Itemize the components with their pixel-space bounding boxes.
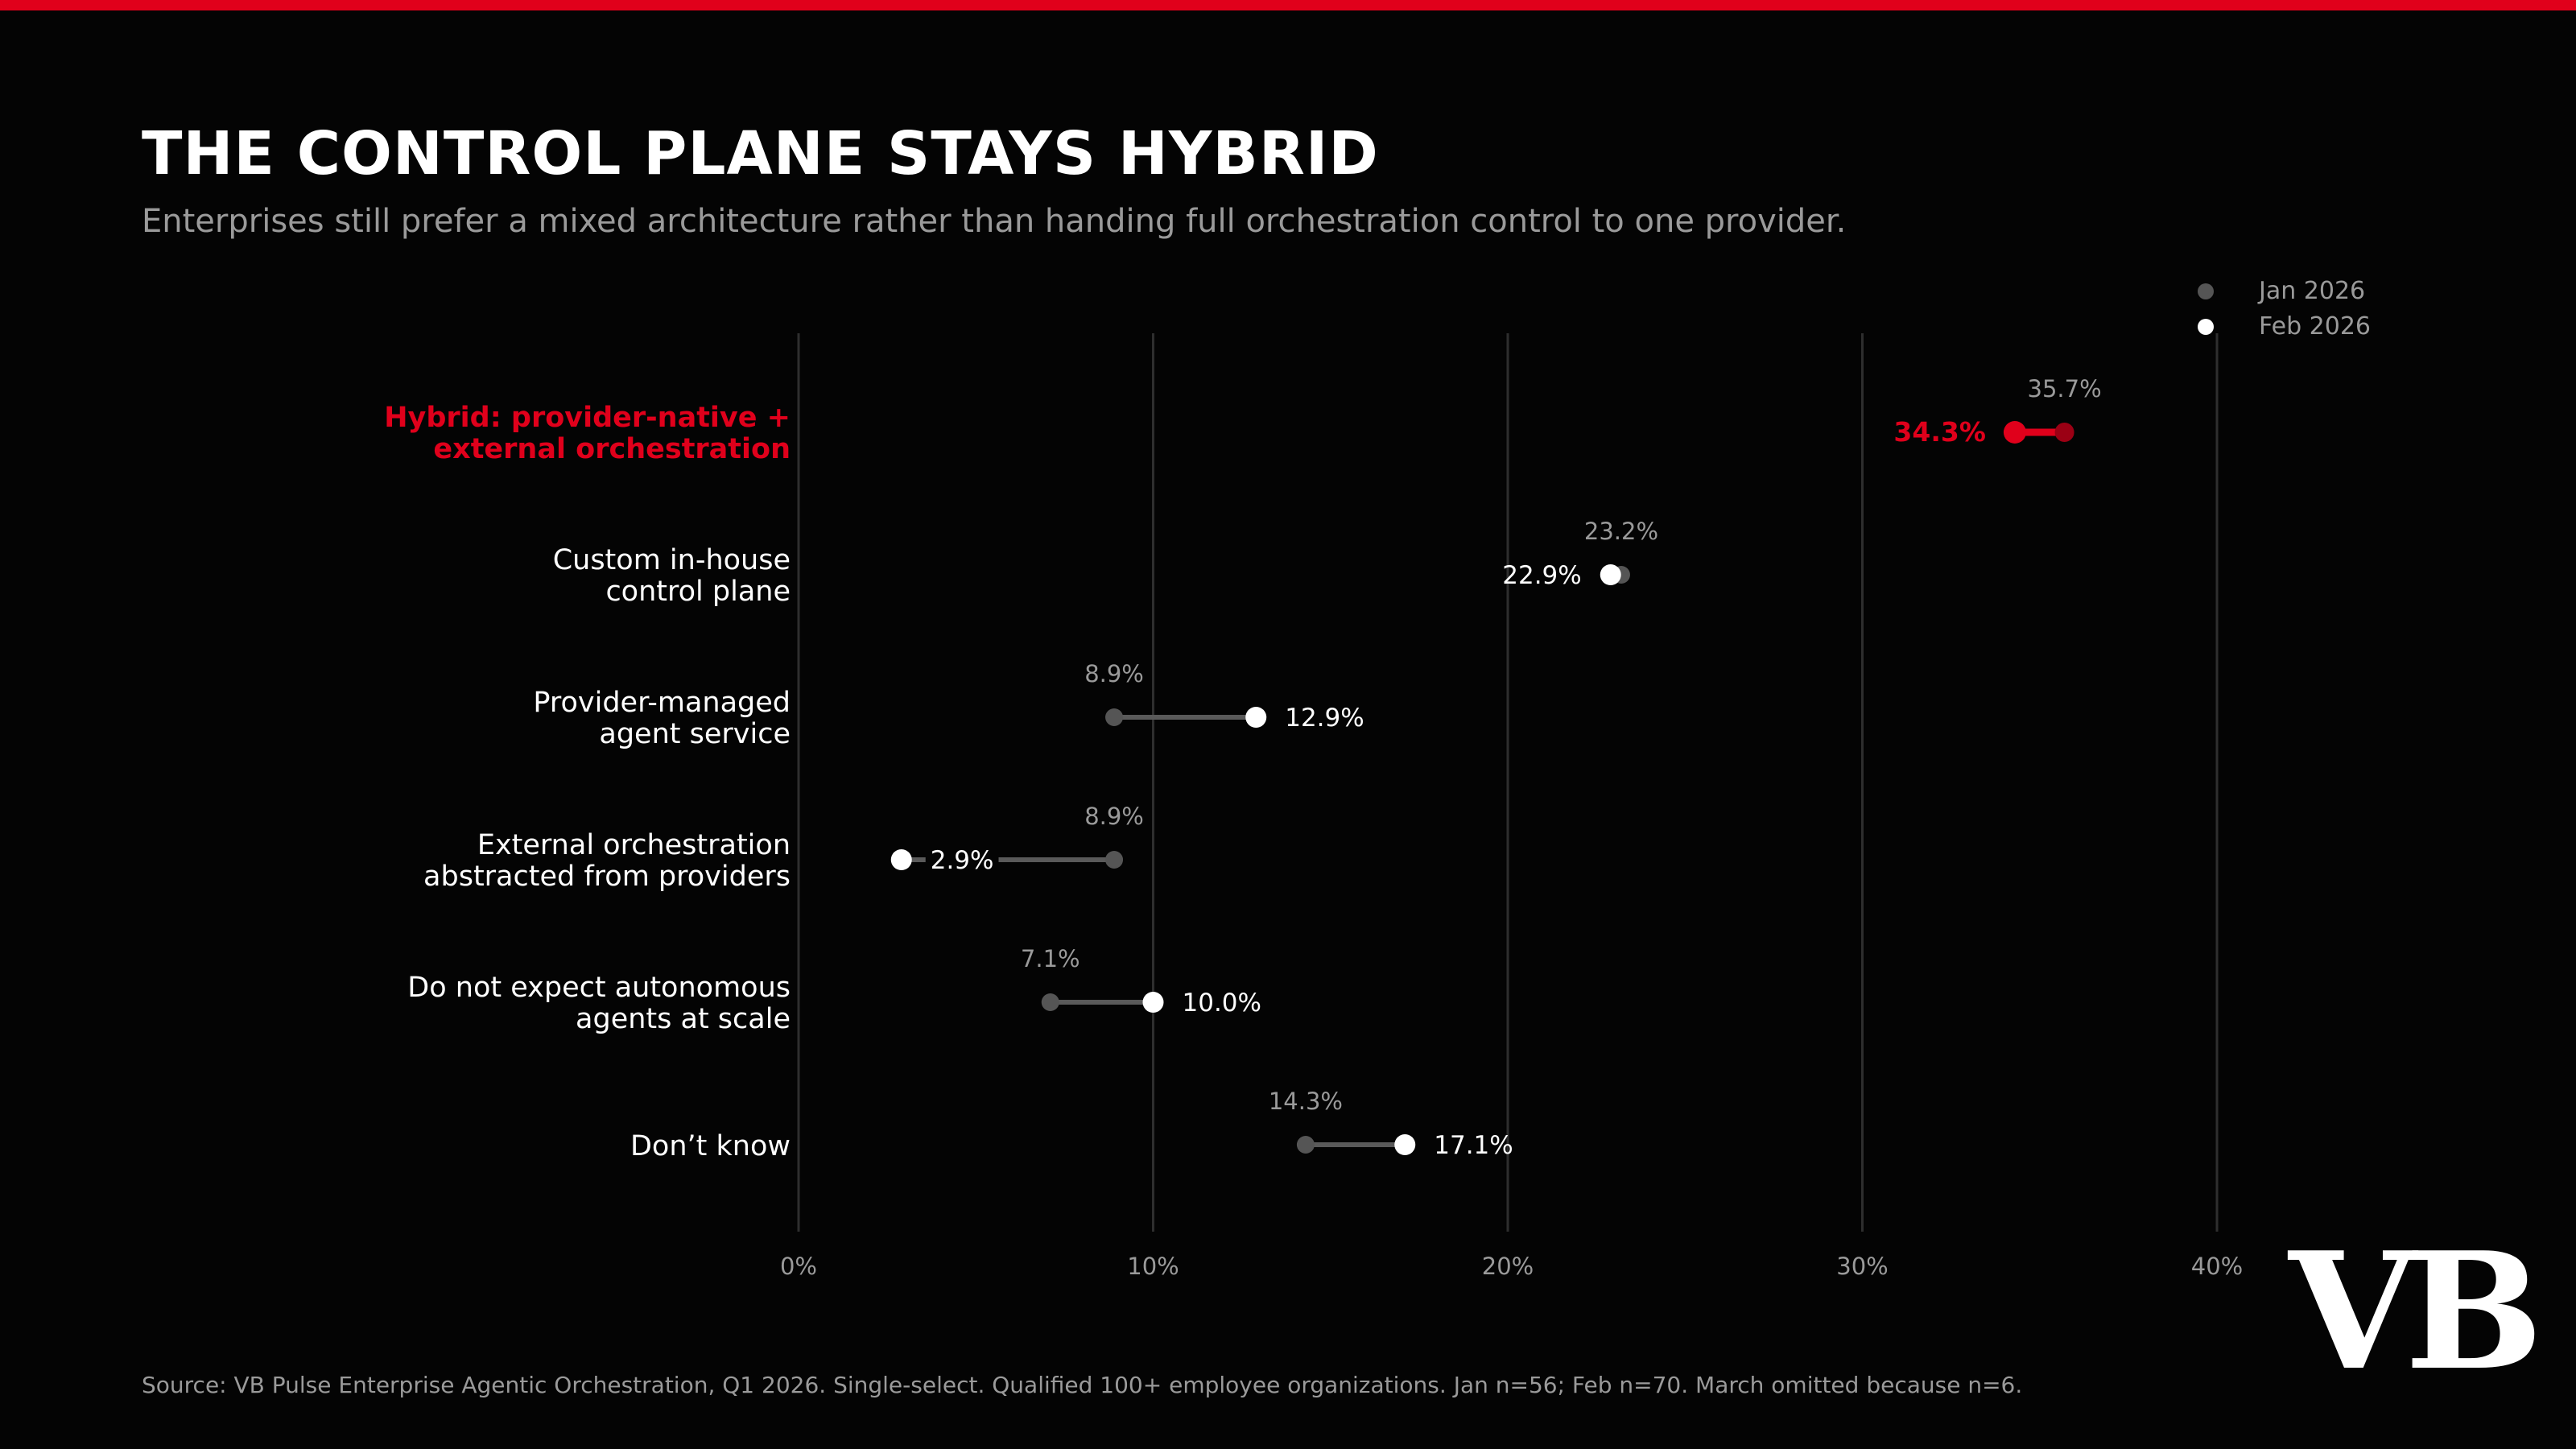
category-label-line: control plane <box>605 576 791 608</box>
chart-subtitle: Enterprises still prefer a mixed archite… <box>142 203 1847 240</box>
category-label-line: agents at scale <box>576 1003 791 1035</box>
feb-dot-row-0 <box>2003 421 2026 444</box>
feb-value-label-row-4: 10.0% <box>1183 989 1261 1018</box>
feb-dot-row-2 <box>1245 707 1267 728</box>
jan-dot-row-0 <box>2054 423 2074 442</box>
x-tick-label-20: 20% <box>1482 1253 1534 1280</box>
category-label-line: Provider-managed <box>533 687 791 719</box>
legend-swatch-feb <box>2198 319 2214 335</box>
category-label-row-1: Custom in-house control plane <box>553 545 791 608</box>
jan-dot-row-2 <box>1105 708 1124 726</box>
jan-value-label-row-1: 23.2% <box>1584 518 1658 545</box>
jan-value-label-row-2: 8.9% <box>1084 660 1144 687</box>
x-tick-label-40: 40% <box>2191 1253 2243 1280</box>
x-tick-label-0: 0% <box>780 1253 817 1280</box>
jan-dot-row-4 <box>1041 993 1059 1011</box>
jan-value-label-row-3: 8.9% <box>1084 803 1144 830</box>
jan-value-label-row-0: 35.7% <box>2028 375 2102 402</box>
feb-value-label-row-1: 22.9% <box>1502 561 1581 590</box>
category-label-row-2: Provider-managed agent service <box>533 687 791 750</box>
feb-value-label-row-2: 12.9% <box>1285 704 1364 733</box>
vb-logo: VB <box>2289 1217 2543 1406</box>
category-label-row-4: Do not expect autonomous agents at scale <box>407 972 791 1035</box>
feb-value-label-row-3: 2.9% <box>931 846 994 875</box>
feb-value-label-row-5: 17.1% <box>1434 1131 1513 1160</box>
top-accent-bar <box>0 0 2576 10</box>
category-label-line: Don’t know <box>630 1129 791 1162</box>
feb-value-label-row-0: 34.3% <box>1893 416 1986 448</box>
category-label-line: External orchestration <box>477 829 791 861</box>
category-label-line: Hybrid: provider-native + <box>384 402 791 434</box>
category-label-line: Do not expect autonomous <box>407 972 791 1004</box>
x-tick-label-10: 10% <box>1127 1253 1179 1280</box>
feb-dot-row-4 <box>1142 992 1164 1013</box>
legend-swatch-jan <box>2198 283 2214 299</box>
feb-dot-row-3 <box>890 849 912 870</box>
category-label-line: external orchestration <box>433 433 791 465</box>
jan-dot-row-3 <box>1105 851 1124 869</box>
category-label-row-0: Hybrid: provider-native + external orches… <box>384 402 791 465</box>
legend-label-jan: Jan 2026 <box>2259 277 2366 305</box>
source-note: Source: VB Pulse Enterprise Agentic Orch… <box>142 1372 2023 1398</box>
jan-value-label-row-5: 14.3% <box>1269 1088 1343 1115</box>
category-label-line: abstracted from providers <box>423 861 791 893</box>
feb-value-label-bg-row-3 <box>925 844 999 877</box>
jan-value-label-row-4: 7.1% <box>1021 945 1080 972</box>
category-label-row-5: Don’t know <box>630 1129 791 1162</box>
feb-dot-row-5 <box>1394 1134 1416 1155</box>
legend-label-feb: Feb 2026 <box>2259 312 2371 341</box>
jan-dot-row-5 <box>1296 1136 1315 1154</box>
x-tick-label-30: 30% <box>1836 1253 1888 1280</box>
category-label-row-3: External orchestration abstracted from pr… <box>423 830 791 893</box>
feb-dot-row-1 <box>1600 564 1621 585</box>
chart-title: THE CONTROL PLANE STAYS HYBRID <box>142 119 1379 188</box>
category-label-line: agent service <box>599 718 791 750</box>
category-label-line: Custom in-house <box>552 544 791 576</box>
